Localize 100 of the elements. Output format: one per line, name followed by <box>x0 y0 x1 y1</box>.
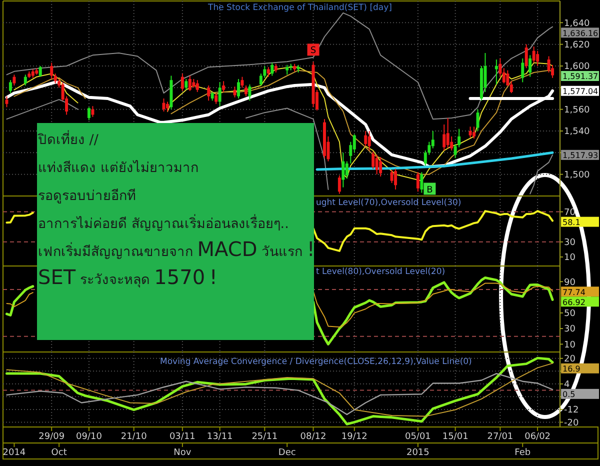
y-tick-label: 70 <box>564 208 576 218</box>
annotation: รอดูรอบบ่ายอีกที <box>38 188 136 204</box>
data-label: 66.92 <box>562 298 586 307</box>
y-tick-label: 30 <box>564 324 576 335</box>
x-tick-label: 03/11 <box>169 432 196 442</box>
x-tick-label: 19/12 <box>341 432 368 442</box>
y-tick-label: -20 <box>564 418 579 428</box>
candlestick <box>184 78 188 90</box>
candlestick <box>431 130 434 149</box>
y-tick-label: 30 <box>564 238 576 248</box>
candlestick <box>476 108 480 132</box>
x-tick-label: 08/12 <box>300 432 326 442</box>
x-tick-label: 13/11 <box>206 432 233 442</box>
line-series <box>6 372 554 416</box>
data-label: 58.1 <box>562 218 580 228</box>
candlestick <box>248 84 252 102</box>
line-series <box>6 12 554 120</box>
candlestick <box>180 73 184 92</box>
annotation: SET ระวังจะหลุด 1570 ! <box>38 265 218 289</box>
candlestick <box>244 85 248 97</box>
data-label: 77.74 <box>562 288 586 297</box>
candlestick <box>494 59 498 85</box>
y-tick-label: 1,640 <box>564 18 590 29</box>
candlestick <box>532 46 536 64</box>
x-tick-label: 05/01 <box>404 432 431 442</box>
candlestick <box>286 64 289 76</box>
y-tick-label: 20 <box>564 354 576 365</box>
candlestick <box>364 130 368 147</box>
candlestick <box>214 92 218 104</box>
candlestick <box>536 50 540 66</box>
candlestick <box>394 168 398 190</box>
candlestick <box>12 74 16 86</box>
candlestick <box>528 54 532 78</box>
candlestick <box>446 118 450 149</box>
annotation: S <box>310 46 316 56</box>
candlestick <box>196 80 199 92</box>
candlestick <box>368 130 371 151</box>
x2-tick-label: 2015 <box>406 448 430 458</box>
data-label: 1,517.93 <box>562 151 598 160</box>
data-label: 0.5 <box>562 390 576 400</box>
candlestick <box>162 98 166 112</box>
candlestick <box>468 126 472 138</box>
candlestick <box>222 80 226 92</box>
x-tick-label: 29/09 <box>38 432 65 442</box>
candlestick <box>352 134 356 154</box>
candlestick <box>8 80 12 94</box>
y-tick-label: 1,540 <box>564 127 590 138</box>
candlestick <box>442 124 446 151</box>
candlestick <box>379 156 382 177</box>
y-tick-label: 1,600 <box>564 62 590 72</box>
text: Moving Average Convergence / Divergence(CLOSE,26,12,9),Value Line(0) <box>160 357 472 367</box>
annotation: แท่งสีแดง แต่ยังไม่ยาวมาก <box>38 160 198 176</box>
candlestick <box>345 160 348 180</box>
annotation: 1,591.37 <box>562 72 598 82</box>
candlestick <box>54 73 57 84</box>
candlestick <box>218 82 222 107</box>
candlestick <box>207 85 210 102</box>
line-series <box>5 356 554 426</box>
x2-tick-label: Feb <box>514 448 531 458</box>
candlestick <box>91 106 94 118</box>
candlestick <box>50 62 54 80</box>
candlestick <box>375 154 378 175</box>
y-tick-label: 10 <box>564 253 576 264</box>
y-tick-label: 10 <box>564 340 576 350</box>
candlestick <box>188 75 192 92</box>
candlestick <box>472 126 476 140</box>
candlestick <box>24 74 27 86</box>
line-series <box>316 151 554 171</box>
candlestick <box>524 44 528 69</box>
annotation: อาการไม่ค่อยดี สัญญาณเริ่มอ่อนลงเรื่อยๆ.. <box>38 214 289 232</box>
data-label: 1,577.04 <box>562 87 598 96</box>
x-tick-label: 06/02 <box>524 432 551 442</box>
candlestick <box>338 174 341 194</box>
candlestick <box>87 106 90 121</box>
candlestick <box>233 86 236 98</box>
chart-title: The Stock Exchange of Thailand(SET) [day] <box>207 3 392 13</box>
candlestick <box>266 66 270 78</box>
y-tick-label: 4 <box>564 380 570 390</box>
x-tick-label: 25/11 <box>252 432 278 442</box>
x2-tick-label: Dec <box>278 448 296 458</box>
chart-title: t Level(80),Oversold Level(20) <box>316 267 446 277</box>
candlestick <box>521 58 524 83</box>
x2-tick-label: Nov <box>174 448 192 458</box>
y-tick-label: -12 <box>564 406 579 416</box>
x-tick-label: 15/01 <box>442 432 468 442</box>
x-tick-label: 21/10 <box>120 432 148 442</box>
candlestick <box>390 170 394 184</box>
annotation: เฟกเริ่มมีสัญญาณขายจาก MACD วันแรก ! <box>38 237 315 261</box>
candlestick <box>416 172 420 192</box>
y-tick-label: 1,500 <box>564 170 590 181</box>
y-tick-label: 90 <box>564 278 576 288</box>
candlestick <box>270 62 274 76</box>
annotation: B <box>426 185 433 196</box>
candlestick <box>372 151 375 170</box>
candlestick <box>420 172 424 194</box>
candlestick <box>38 66 42 78</box>
x2-tick-label: Oct <box>51 448 68 458</box>
candlestick <box>5 96 8 108</box>
x-tick-label: 27/01 <box>487 432 514 442</box>
x-tick-label: 09/10 <box>76 432 102 442</box>
